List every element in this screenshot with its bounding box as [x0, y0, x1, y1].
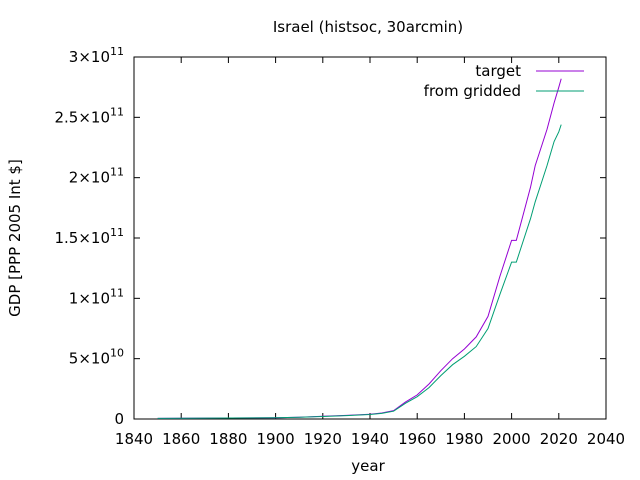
series-line-target [157, 78, 562, 419]
x-tick-label: 2020 [540, 430, 578, 448]
y-tick-label: 5×1010 [69, 347, 124, 368]
legend-label-target: target [475, 62, 521, 80]
x-tick-label: 1880 [209, 430, 247, 448]
y-tick-label: 2×1011 [69, 166, 124, 187]
x-tick-label: 1840 [115, 430, 153, 448]
x-tick-label: 1860 [162, 430, 200, 448]
x-tick-label: 1920 [304, 430, 342, 448]
y-axis-label: GDP [PPP 2005 Int $] [6, 159, 24, 317]
y-tick-label: 1.5×1011 [54, 226, 124, 247]
y-tick-label: 2.5×1011 [54, 105, 124, 126]
x-tick-label: 2000 [493, 430, 531, 448]
y-tick-label: 0 [114, 410, 124, 428]
x-axis-label: year [351, 457, 385, 475]
x-tick-label: 1900 [257, 430, 295, 448]
legend: target from gridded [424, 62, 584, 100]
chart-title: Israel (histsoc, 30arcmin) [273, 18, 463, 36]
y-tick-label: 1×1011 [69, 286, 124, 307]
x-tick-label: 1940 [351, 430, 389, 448]
series-line-from-gridded [157, 124, 562, 419]
x-axis-ticks: 1840 1860 1880 1900 1920 1940 1960 1980 2000 2020… [115, 57, 625, 448]
x-tick-label: 1960 [398, 430, 436, 448]
y-tick-label: 3×1011 [69, 45, 124, 66]
x-tick-label: 1980 [445, 430, 483, 448]
plot-frame [133, 56, 607, 420]
series-layer [157, 78, 562, 419]
x-tick-label: 2040 [587, 430, 625, 448]
legend-label-from-gridded: from gridded [424, 82, 521, 100]
y-axis-ticks: 0 5×1010 1×1011 1.5×1011 2×1011 2.5×1011 3×101… [54, 45, 606, 428]
